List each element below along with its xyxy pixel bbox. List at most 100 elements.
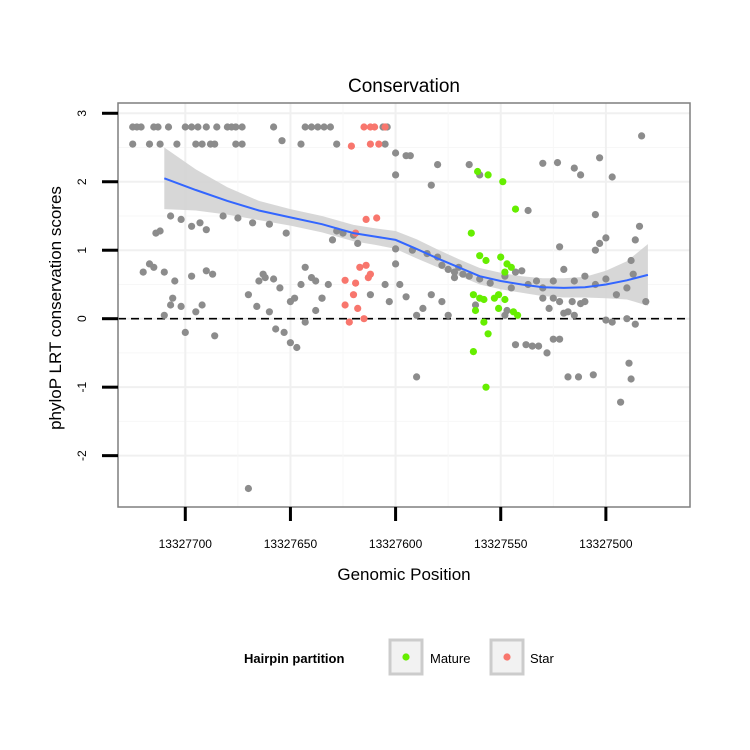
- data-point-other: [173, 140, 181, 148]
- x-tick-label: 13327550: [474, 537, 528, 551]
- data-point-other: [211, 140, 219, 148]
- data-point-other: [602, 316, 610, 324]
- data-point-other: [297, 280, 305, 289]
- data-point-other: [524, 206, 532, 215]
- data-point-mature: [495, 304, 503, 312]
- data-point-other: [280, 328, 288, 336]
- data-point-other: [396, 280, 404, 289]
- data-point-other: [324, 280, 332, 289]
- data-point-other: [259, 270, 267, 278]
- data-point-other: [202, 226, 210, 234]
- data-point-other: [326, 123, 334, 131]
- data-point-other: [535, 342, 543, 350]
- smooth-line-layer: [163, 177, 649, 289]
- data-point-other: [392, 171, 400, 179]
- y-tick-label: 0: [75, 315, 89, 322]
- data-point-other: [188, 272, 196, 280]
- data-point-other: [539, 294, 547, 302]
- data-point-mature: [497, 253, 505, 261]
- data-point-other: [501, 311, 509, 319]
- data-point-other: [270, 275, 278, 283]
- data-point-other: [181, 123, 189, 131]
- data-point-other: [522, 341, 530, 349]
- data-point-other: [532, 277, 541, 285]
- data-point-other: [145, 260, 154, 268]
- data-point-mature: [476, 252, 484, 260]
- data-point-mature: [480, 295, 488, 304]
- data-point-other: [177, 215, 185, 223]
- data-point-other: [244, 484, 252, 493]
- data-point-other: [272, 325, 280, 333]
- data-point-other: [427, 291, 435, 299]
- data-point-mature: [482, 256, 490, 265]
- data-point-other: [556, 298, 564, 306]
- data-point-other: [145, 140, 154, 148]
- data-point-star: [345, 318, 353, 326]
- data-point-other: [188, 222, 196, 230]
- data-point-other: [629, 270, 637, 278]
- data-point-other: [560, 265, 568, 273]
- data-point-other: [444, 265, 452, 273]
- data-point-other: [556, 243, 564, 251]
- data-point-star: [381, 123, 389, 131]
- data-point-other: [564, 373, 572, 381]
- data-point-other: [164, 123, 173, 131]
- data-point-other: [459, 270, 467, 278]
- data-point-other: [568, 298, 576, 306]
- data-point-other: [602, 234, 610, 242]
- data-point-other: [219, 212, 227, 220]
- data-point-mature: [469, 348, 477, 356]
- data-point-other: [392, 245, 400, 253]
- data-point-other: [160, 311, 168, 319]
- y-axis-title: phyloP LRT conservation scores: [46, 186, 65, 430]
- data-point-other: [617, 398, 625, 406]
- data-point-star: [364, 274, 372, 282]
- y-tick-label: 2: [75, 178, 89, 185]
- data-point-mature: [482, 383, 490, 391]
- data-point-star: [354, 304, 362, 312]
- data-point-other: [596, 239, 604, 247]
- legend-label-mature: Mature: [430, 651, 470, 666]
- data-point-other: [413, 373, 421, 381]
- data-point-other: [232, 123, 240, 131]
- data-point-other: [293, 343, 301, 352]
- legend: Hairpin partition Mature Star: [244, 638, 555, 676]
- data-point-other: [234, 214, 242, 222]
- data-point-other: [297, 140, 305, 148]
- data-point-other: [635, 222, 644, 230]
- data-point-other: [301, 263, 309, 271]
- data-point-other: [545, 304, 553, 312]
- data-point-other: [181, 328, 189, 336]
- data-point-other: [291, 294, 299, 302]
- smooth-trend-line: [163, 177, 649, 289]
- data-point-other: [381, 280, 389, 289]
- data-point-other: [270, 123, 278, 131]
- data-point-other: [450, 268, 459, 276]
- y-tick-label: 1: [75, 247, 89, 254]
- data-point-mature: [501, 295, 509, 304]
- data-point-other: [392, 260, 400, 268]
- data-point-star: [366, 140, 374, 148]
- data-point-other: [171, 277, 179, 285]
- data-point-other: [631, 236, 639, 244]
- smooth-confidence-band: [164, 147, 648, 306]
- data-point-other: [438, 298, 446, 306]
- data-point-mature: [484, 171, 492, 179]
- data-point-mature: [499, 178, 507, 186]
- data-point-other: [167, 212, 175, 220]
- data-point-other: [570, 311, 578, 319]
- data-point-other: [511, 341, 520, 349]
- data-point-other: [265, 220, 273, 228]
- data-point-other: [570, 277, 578, 285]
- confidence-band-layer: [164, 147, 648, 306]
- legend-label-star: Star: [530, 651, 555, 666]
- data-point-star: [375, 140, 383, 148]
- data-point-other: [549, 294, 557, 302]
- data-point-other: [278, 137, 286, 145]
- data-point-other: [366, 291, 374, 299]
- data-point-star: [341, 301, 349, 309]
- data-point-other: [574, 373, 583, 381]
- y-tick-label: -1: [75, 382, 89, 393]
- data-point-mature: [480, 318, 488, 326]
